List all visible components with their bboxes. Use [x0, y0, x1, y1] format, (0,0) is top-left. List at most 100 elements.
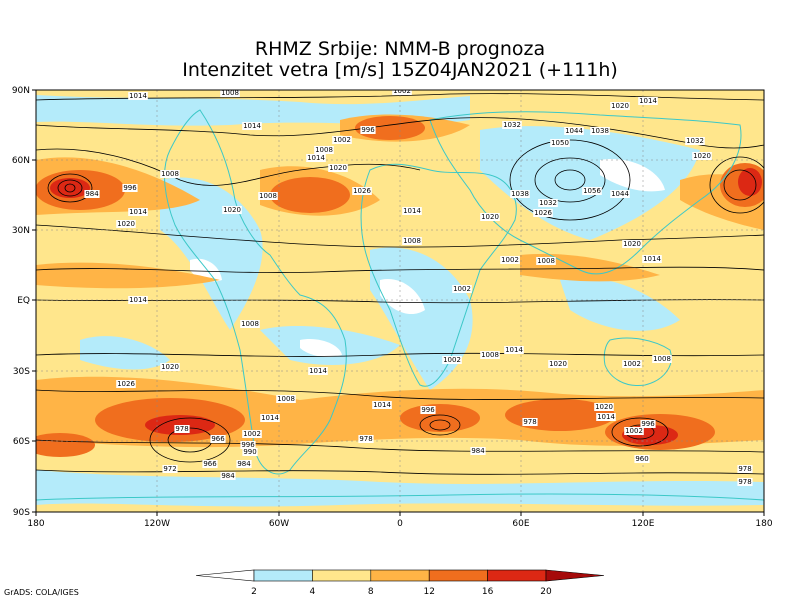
isobar-label-bg: [116, 380, 136, 388]
wind-field: 1014 1008 1002 1014 996 1002 1008 1014 1020 1032 1…: [36, 87, 764, 512]
isobar-label-bg: [480, 213, 500, 221]
lon-label-60e: 60E: [512, 519, 529, 529]
colorbar-tick-label: 16: [482, 587, 494, 597]
isobar-label-bg: [550, 139, 570, 147]
isobar-label-bg: [360, 126, 376, 134]
isobar-label-bg: [502, 121, 522, 129]
isobar-label-bg: [202, 460, 218, 468]
colorbar-tick-label: 20: [540, 587, 552, 597]
isobar-label-bg: [470, 447, 486, 455]
isobar-label-bg: [242, 430, 262, 438]
isobar-label-bg: [402, 207, 422, 215]
isobar-label-bg: [222, 206, 242, 214]
isobar-label-bg: [220, 90, 240, 97]
isobar-label-bg: [328, 164, 348, 172]
colorbar-segment: [312, 569, 372, 582]
isobar-label-bg: [276, 395, 296, 403]
isobar-label: 1020: [549, 360, 567, 368]
colorbar-tick-label: 8: [368, 587, 374, 597]
isobar-label: 1014: [643, 255, 661, 263]
isobar-label: 1038: [511, 190, 529, 198]
isobar-label-bg: [128, 92, 148, 100]
isobar-label-bg: [210, 435, 226, 443]
isobar-label: 1008: [241, 320, 259, 328]
isobar-label: 984: [471, 447, 485, 455]
isobar-label: 1002: [453, 285, 471, 293]
isobar-label-bg: [174, 425, 190, 433]
isobar-label: 1020: [611, 102, 629, 110]
isobar-label: 1008: [259, 192, 277, 200]
isobar-label: 1008: [653, 355, 671, 363]
isobar-label-bg: [314, 146, 334, 154]
lat-label-60s: 60S: [13, 437, 30, 447]
isobar-label: 1002: [623, 360, 641, 368]
isobar-label-bg: [642, 255, 662, 263]
isobar-label-bg: [160, 170, 180, 178]
isobar-label: 1002: [501, 256, 519, 264]
isobar-label-bg: [352, 187, 372, 195]
isobar-label-bg: [128, 296, 148, 304]
coastlines: [36, 109, 764, 501]
isobar-label: 1014: [639, 97, 657, 105]
isobar-label-bg: [582, 187, 602, 195]
isobar-label-bg: [590, 127, 610, 135]
lat-label-30n: 30N: [12, 226, 30, 236]
isobar-label: 1026: [117, 380, 135, 388]
isobar-label: 1032: [686, 137, 704, 145]
colorbar-tick-label: 2: [251, 587, 257, 597]
isobar-label: 1002: [243, 430, 261, 438]
lat-label-30s: 30S: [13, 367, 30, 377]
isobar-label-bg: [692, 152, 712, 160]
isobar-label: 966: [211, 435, 225, 443]
isobar-label-bg: [622, 360, 642, 368]
isobar-label-bg: [622, 240, 642, 248]
colorbar-segment: [253, 569, 313, 582]
isobar-label-bg: [308, 367, 328, 375]
isobar-label: 1014: [403, 207, 421, 215]
isobar-label: 1014: [243, 122, 261, 130]
isobar-label: 1020: [329, 164, 347, 172]
isobar-label-bg: [610, 190, 630, 198]
isobar-label-bg: [533, 209, 553, 217]
lat-label-60n: 60N: [12, 156, 30, 166]
isobar-label-bg: [610, 102, 630, 110]
isobar-label: 984: [237, 460, 251, 468]
lon-label-120e: 120E: [632, 519, 655, 529]
isobar-label-bg: [236, 460, 252, 468]
isobar-label-bg: [242, 122, 262, 130]
isobar-label-bg: [332, 136, 352, 144]
lon-label-120w: 120W: [144, 519, 170, 529]
isobar-labels: 1014 1008 1002 1014 996 1002 1008 1014 1020 1032 1…: [84, 87, 753, 486]
isobar-label: 978: [738, 465, 751, 473]
isobar-label-bg: [242, 448, 258, 456]
lon-label-0: 0: [397, 519, 403, 529]
lat-label-eq: EQ: [17, 296, 30, 306]
isobar-label-bg: [737, 465, 753, 473]
isobar-label: 1032: [503, 121, 521, 129]
isobar-label-bg: [638, 97, 658, 105]
isobar-label: 1014: [373, 401, 391, 409]
isobar-label-bg: [128, 208, 148, 216]
isobar-label-bg: [548, 360, 568, 368]
isobar-label-bg: [358, 435, 374, 443]
isobar-label: 996: [641, 420, 655, 428]
colorbar: 2 4 8 12 16 20: [195, 569, 605, 597]
isobar-label: 996: [421, 406, 435, 414]
isobar-label: 1014: [129, 208, 147, 216]
isobar-label: 1002: [393, 87, 411, 95]
isobar-label: 978: [523, 418, 536, 426]
isobar-label: 1020: [693, 152, 711, 160]
isobar-label: 984: [221, 472, 235, 480]
isobar-label: 1056: [583, 187, 601, 195]
isobar-label-bg: [220, 472, 236, 480]
isobar-label: 960: [635, 455, 648, 463]
isobar-label: 1026: [534, 209, 552, 217]
gridlines: [36, 90, 764, 512]
isobar-label: 1044: [611, 190, 629, 198]
colorbar-segment: [487, 569, 547, 582]
lat-label-90n: 90N: [12, 86, 30, 96]
isobar-label-bg: [258, 192, 278, 200]
isobar-label-bg: [504, 346, 524, 354]
isobar-label: 1014: [307, 154, 325, 162]
